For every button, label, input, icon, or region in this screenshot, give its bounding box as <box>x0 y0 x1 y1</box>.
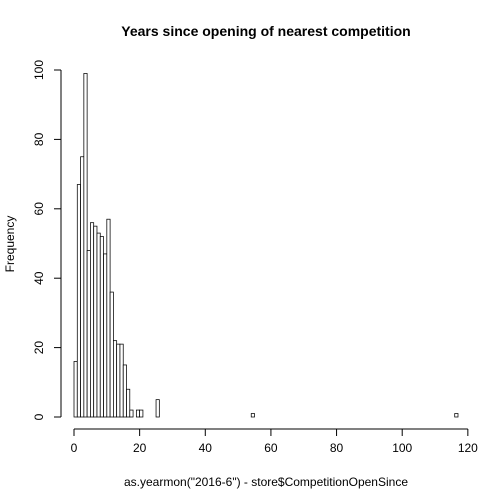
histogram-bar <box>86 250 91 418</box>
histogram-bar <box>99 236 104 418</box>
bars-group <box>73 73 459 418</box>
x-tick-label: 20 <box>133 441 147 455</box>
x-tick-label: 0 <box>71 441 78 455</box>
histogram-bar <box>113 340 118 418</box>
y-axis-label: Frequency <box>3 216 17 273</box>
y-axis: 0 20 40 60 80 100 <box>32 60 62 420</box>
histogram-bar <box>129 409 134 418</box>
x-axis: 0 20 40 60 80 100 120 <box>71 428 478 455</box>
x-tick-label: 80 <box>330 441 344 455</box>
histogram-bar <box>90 222 95 418</box>
histogram-bar <box>119 343 124 418</box>
histogram-bar <box>76 184 81 418</box>
histogram-bar <box>139 409 144 418</box>
histogram-bar <box>116 343 121 418</box>
histogram-bar <box>250 413 255 418</box>
y-tick-label: 60 <box>32 202 46 216</box>
histogram-bar <box>73 361 78 418</box>
histogram-bar <box>155 399 160 418</box>
x-tick-label: 120 <box>458 441 478 455</box>
histogram-bar <box>83 73 88 418</box>
y-tick-label: 20 <box>32 341 46 355</box>
x-axis-label: as.yearmon("2016-6") - store$Competition… <box>124 475 408 489</box>
histogram-bar <box>454 413 459 418</box>
histogram-bar <box>126 388 131 418</box>
histogram-bar <box>135 409 141 418</box>
histogram-bar <box>93 225 98 418</box>
histogram-bar <box>96 232 101 418</box>
y-tick-label: 40 <box>32 271 46 285</box>
x-tick-label: 60 <box>264 441 278 455</box>
x-tick-label: 100 <box>392 441 412 455</box>
histogram-bar <box>106 218 111 418</box>
y-tick-label: 100 <box>32 60 46 80</box>
y-tick-label: 80 <box>32 132 46 146</box>
chart-title: Years since opening of nearest competiti… <box>121 23 410 39</box>
histogram-bar <box>103 253 108 418</box>
x-tick-label: 40 <box>199 441 213 455</box>
histogram-bar <box>122 364 127 418</box>
y-tick-label: 0 <box>32 413 46 420</box>
histogram-bar <box>80 156 85 418</box>
histogram-bar <box>109 291 114 418</box>
